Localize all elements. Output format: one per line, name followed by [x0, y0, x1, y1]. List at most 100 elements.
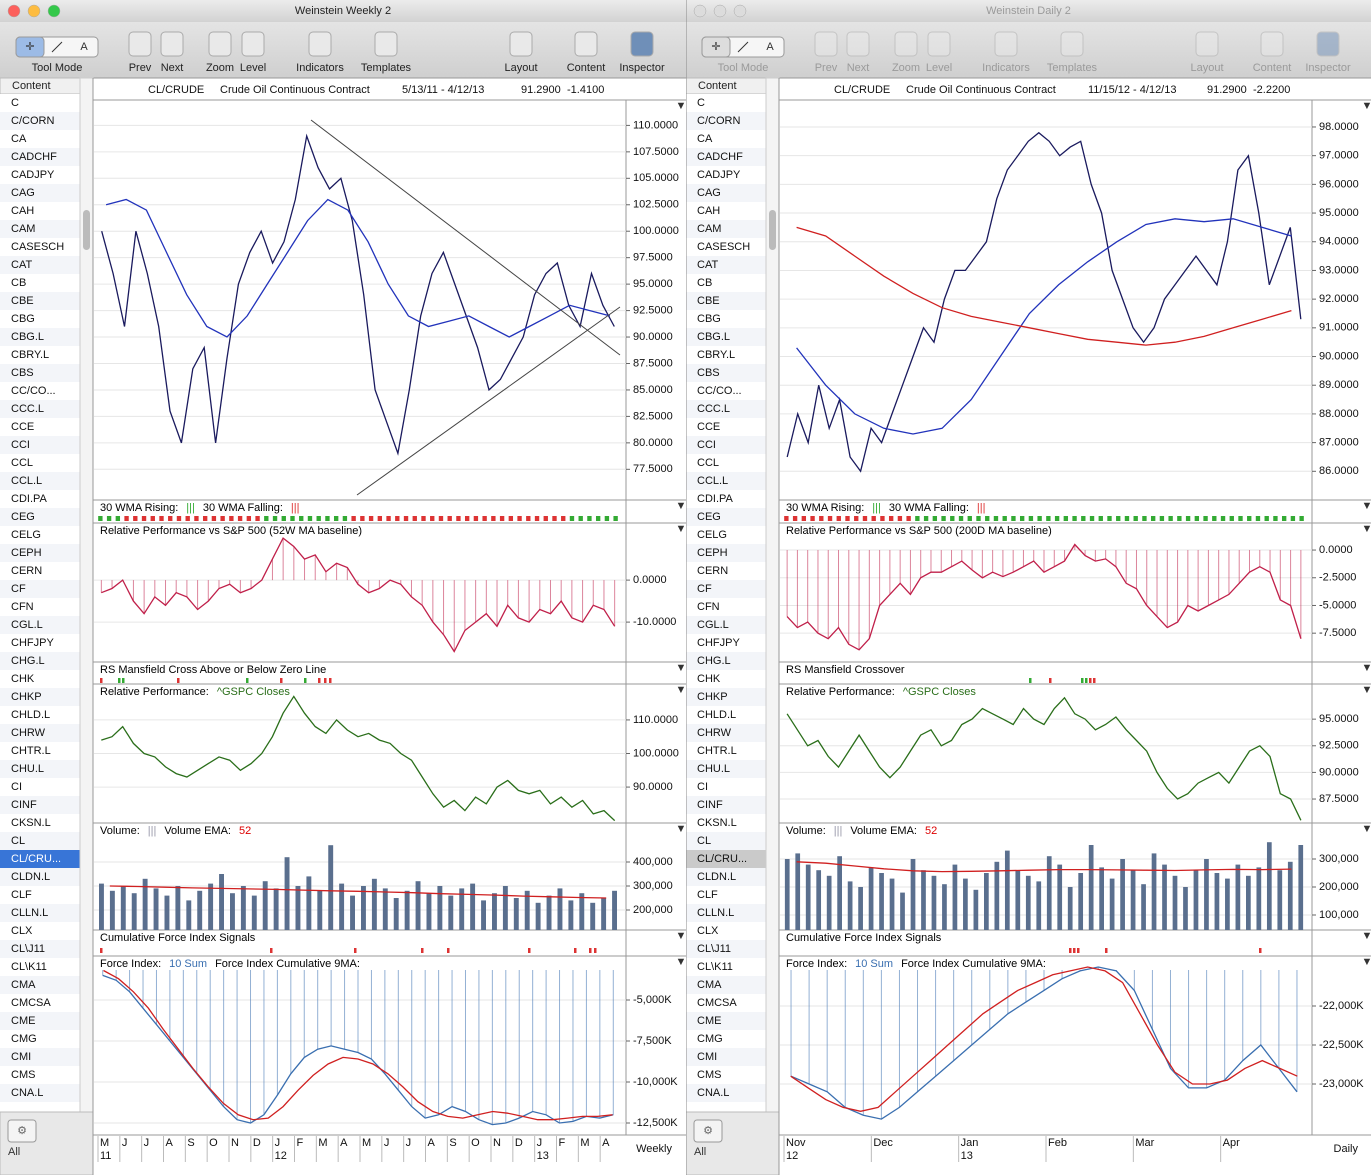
- toolbar-label[interactable]: Tool Mode: [32, 62, 83, 74]
- list-item[interactable]: CL: [697, 835, 711, 847]
- list-item[interactable]: CAH: [697, 205, 720, 217]
- list-row[interactable]: [686, 976, 766, 994]
- list-row[interactable]: [686, 634, 766, 652]
- list-row[interactable]: [686, 256, 766, 274]
- list-row[interactable]: [0, 670, 80, 688]
- list-item[interactable]: CHK: [11, 673, 35, 685]
- list-row[interactable]: [0, 778, 80, 796]
- list-item[interactable]: CMS: [697, 1069, 721, 1081]
- list-item[interactable]: CAT: [697, 259, 718, 271]
- toolbar-icon[interactable]: [1060, 31, 1084, 57]
- list-item[interactable]: CLF: [11, 889, 32, 901]
- list-item[interactable]: CAG: [697, 187, 721, 199]
- list-row[interactable]: [0, 562, 80, 580]
- list-row[interactable]: [0, 364, 80, 382]
- list-row[interactable]: [686, 1030, 766, 1048]
- list-row[interactable]: [0, 94, 80, 112]
- list-item[interactable]: CMCSA: [11, 997, 51, 1009]
- window-button[interactable]: [47, 4, 61, 18]
- list-item[interactable]: CBE: [697, 295, 720, 307]
- list-item[interactable]: CEG: [11, 511, 35, 523]
- list-item[interactable]: CMG: [697, 1033, 723, 1045]
- list-row[interactable]: [686, 958, 766, 976]
- list-item[interactable]: CME: [697, 1015, 721, 1027]
- toolbar-icon[interactable]: [374, 31, 398, 57]
- list-item[interactable]: CLX: [11, 925, 33, 937]
- list-item[interactable]: CCC.L: [11, 403, 44, 415]
- list-item[interactable]: CLLN.L: [697, 907, 734, 919]
- list-item[interactable]: CCC.L: [697, 403, 730, 415]
- toolbar-icon[interactable]: [241, 31, 265, 57]
- list-item[interactable]: CCL.L: [11, 475, 42, 487]
- list-row[interactable]: [686, 436, 766, 454]
- list-row[interactable]: [0, 436, 80, 454]
- list-item[interactable]: CL\K11: [11, 961, 47, 973]
- list-row[interactable]: [0, 256, 80, 274]
- list-row[interactable]: [0, 976, 80, 994]
- list-row[interactable]: [686, 778, 766, 796]
- list-row[interactable]: [0, 1048, 80, 1066]
- list-item[interactable]: C: [11, 97, 19, 109]
- list-item[interactable]: CI: [697, 781, 708, 793]
- toolbar-label[interactable]: Zoom: [206, 62, 234, 74]
- list-row[interactable]: [0, 418, 80, 436]
- list-item[interactable]: CCE: [697, 421, 720, 433]
- toolbar-label[interactable]: Next: [847, 62, 870, 74]
- list-row[interactable]: [686, 418, 766, 436]
- list-item[interactable]: CBG.L: [697, 331, 730, 343]
- list-row[interactable]: [0, 382, 80, 400]
- list-row[interactable]: [0, 310, 80, 328]
- list-item[interactable]: CMI: [11, 1051, 31, 1063]
- list-item[interactable]: CL/CRU...: [697, 853, 747, 865]
- list-row[interactable]: [0, 544, 80, 562]
- list-row[interactable]: [686, 274, 766, 292]
- toolbar-label[interactable]: Next: [161, 62, 184, 74]
- toolbar-label[interactable]: Layout: [504, 62, 537, 74]
- list-item[interactable]: CADJPY: [697, 169, 741, 181]
- list-item[interactable]: CHRW: [11, 727, 46, 739]
- toolbar-icon[interactable]: [630, 31, 654, 57]
- list-row[interactable]: [0, 598, 80, 616]
- list-item[interactable]: CA: [697, 133, 713, 145]
- toolbar-icon[interactable]: [128, 31, 152, 57]
- list-row[interactable]: [686, 760, 766, 778]
- list-row[interactable]: [686, 346, 766, 364]
- list-item[interactable]: CHLD.L: [11, 709, 50, 721]
- list-item[interactable]: CBRY.L: [697, 349, 735, 361]
- list-item[interactable]: CINF: [11, 799, 37, 811]
- list-row[interactable]: [0, 868, 80, 886]
- list-row[interactable]: [686, 472, 766, 490]
- list-row[interactable]: [686, 166, 766, 184]
- list-item[interactable]: CADCHF: [11, 151, 57, 163]
- list-row[interactable]: [0, 148, 80, 166]
- list-row[interactable]: [686, 742, 766, 760]
- list-item[interactable]: CHK: [697, 673, 721, 685]
- toolbar-label[interactable]: Prev: [129, 62, 152, 74]
- list-row[interactable]: [0, 292, 80, 310]
- list-row[interactable]: [686, 544, 766, 562]
- list-row[interactable]: [686, 922, 766, 940]
- list-item[interactable]: CADJPY: [11, 169, 55, 181]
- list-item[interactable]: CLDN.L: [11, 871, 50, 883]
- list-row[interactable]: [0, 112, 80, 130]
- list-row[interactable]: [686, 94, 766, 112]
- list-item[interactable]: CBRY.L: [11, 349, 49, 361]
- list-item[interactable]: CMCSA: [697, 997, 737, 1009]
- list-item[interactable]: CCE: [11, 421, 34, 433]
- list-item[interactable]: CELG: [697, 529, 727, 541]
- list-item[interactable]: CASESCH: [11, 241, 64, 253]
- list-row[interactable]: [686, 310, 766, 328]
- list-row[interactable]: [0, 706, 80, 724]
- list-item[interactable]: CEG: [697, 511, 721, 523]
- list-row[interactable]: [0, 526, 80, 544]
- list-item[interactable]: CL\K11: [697, 961, 733, 973]
- list-row[interactable]: [0, 832, 80, 850]
- toolbar-icon[interactable]: [894, 31, 918, 57]
- list-row[interactable]: [686, 904, 766, 922]
- window-button[interactable]: [7, 4, 21, 18]
- list-scroll-thumb[interactable]: [769, 210, 776, 250]
- list-row[interactable]: [0, 490, 80, 508]
- list-item[interactable]: CNA.L: [697, 1087, 729, 1099]
- list-item[interactable]: CBS: [11, 367, 34, 379]
- list-row[interactable]: [0, 922, 80, 940]
